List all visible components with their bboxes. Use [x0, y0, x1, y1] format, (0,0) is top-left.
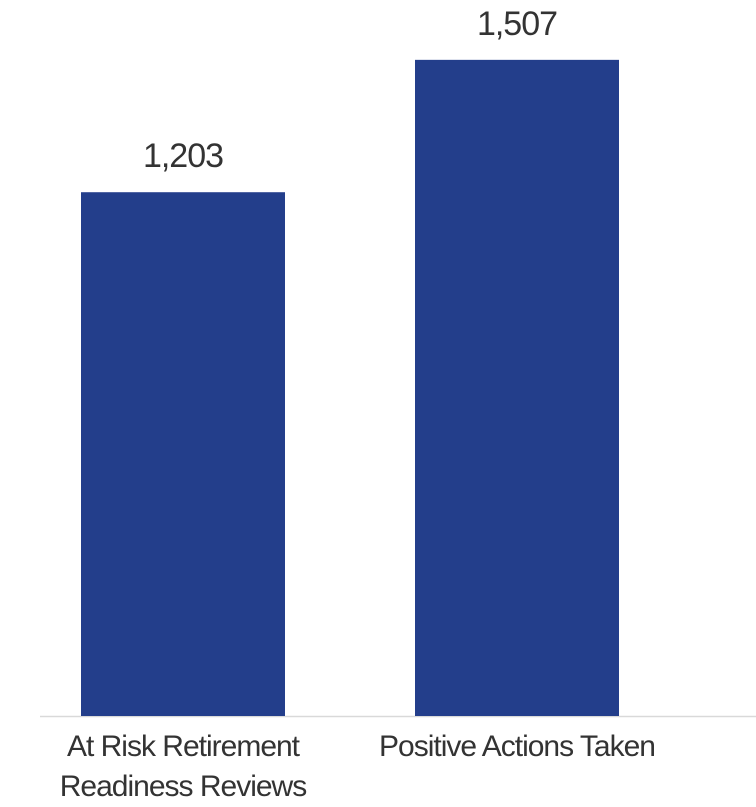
x-tick-label: At Risk Retirement Readiness Reviews: [59, 730, 307, 803]
x-tick-label: Positive Actions Taken: [379, 730, 656, 763]
bar: [415, 59, 619, 717]
value-label: 1,507: [476, 4, 558, 43]
bar: [81, 192, 285, 716]
value-label: 1,203: [142, 137, 224, 176]
